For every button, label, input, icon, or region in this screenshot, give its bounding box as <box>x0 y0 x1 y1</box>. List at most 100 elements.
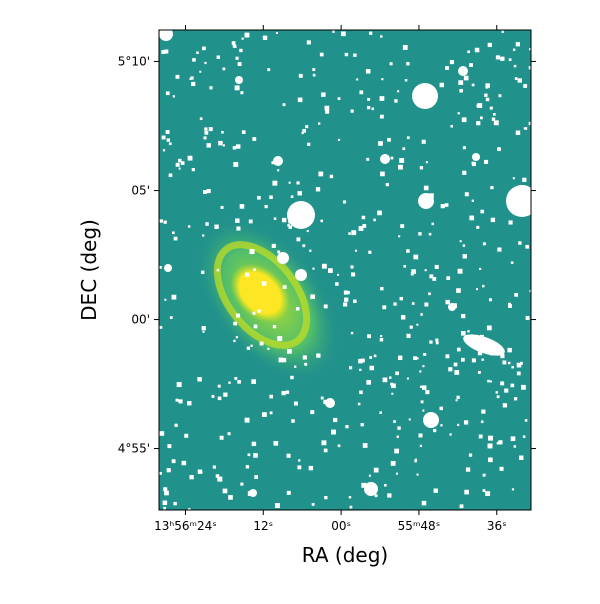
masked-star <box>235 218 240 223</box>
masked-star <box>433 428 437 433</box>
masked-star <box>214 224 219 229</box>
masked-star <box>201 326 206 331</box>
masked-star <box>201 270 205 274</box>
masked-star <box>419 370 422 373</box>
masked-star <box>159 431 165 436</box>
masked-star <box>467 330 470 333</box>
masked-star <box>510 436 516 442</box>
masked-star <box>203 190 207 194</box>
masked-star <box>416 473 419 476</box>
masked-star <box>267 68 271 72</box>
masked-star <box>498 440 503 445</box>
masked-star <box>400 224 405 229</box>
masked-star <box>484 159 489 164</box>
masked-star <box>356 78 359 81</box>
masked-star <box>342 200 347 204</box>
masked-star <box>337 273 340 276</box>
masked-star <box>399 158 405 163</box>
masked-star <box>297 190 302 196</box>
masked-star <box>204 127 208 131</box>
masked-star <box>368 250 372 254</box>
masked-star <box>169 316 173 319</box>
masked-star <box>221 130 224 134</box>
masked-star <box>394 99 398 103</box>
masked-star <box>163 220 167 224</box>
masked-star <box>490 185 494 190</box>
masked-star <box>353 53 357 57</box>
masked-star <box>397 355 403 361</box>
masked-star <box>379 411 382 414</box>
masked-star <box>416 323 419 326</box>
masked-star <box>449 433 452 436</box>
masked-star <box>310 410 315 415</box>
masked-star <box>321 263 327 269</box>
masked-star <box>425 161 428 164</box>
masked-star <box>414 459 417 463</box>
masked-star <box>423 352 427 356</box>
masked-star <box>389 376 392 379</box>
masked-star <box>420 313 423 316</box>
masked-star <box>323 448 328 453</box>
masked-star <box>219 435 224 440</box>
masked-star <box>297 465 302 470</box>
masked-star <box>298 209 301 212</box>
masked-star <box>389 62 393 66</box>
masked-star <box>457 268 463 274</box>
masked-star <box>345 425 349 429</box>
masked-star <box>422 365 425 368</box>
masked-star <box>393 420 396 423</box>
masked-star <box>161 135 166 140</box>
masked-star <box>380 171 385 177</box>
masked-star <box>515 130 521 135</box>
masked-star <box>199 70 202 73</box>
masked-star <box>180 161 185 165</box>
masked-star <box>337 138 341 142</box>
masked-star <box>346 290 350 295</box>
masked-star <box>228 495 233 500</box>
masked-star <box>351 272 356 277</box>
masked-star <box>234 377 238 380</box>
y-axis-label: DEC (deg) <box>77 219 101 321</box>
masked-star <box>479 267 482 271</box>
masked-star <box>482 473 486 477</box>
masked-star <box>400 315 406 320</box>
masked-star <box>337 97 341 101</box>
masked-star <box>445 354 450 359</box>
masked-star <box>222 488 228 494</box>
masked-star <box>312 73 316 77</box>
masked-star <box>398 235 401 238</box>
masked-star <box>259 341 264 346</box>
masked-star <box>302 244 306 248</box>
masked-star <box>319 52 324 57</box>
masked-star <box>164 49 169 54</box>
masked-star <box>184 433 189 438</box>
x-axis-label: RA (deg) <box>302 543 388 567</box>
masked-star <box>335 282 339 286</box>
masked-star <box>232 146 237 150</box>
masked-star <box>488 435 493 441</box>
masked-star <box>199 117 203 121</box>
masked-star <box>251 441 257 447</box>
masked-star <box>522 177 527 182</box>
masked-star <box>421 139 426 144</box>
masked-star <box>273 440 279 446</box>
masked-star <box>310 294 315 300</box>
masked-star <box>366 380 371 385</box>
masked-star <box>428 292 431 296</box>
masked-star <box>257 195 261 200</box>
masked-star <box>216 268 220 272</box>
masked-star <box>378 141 383 146</box>
masked-star <box>305 125 309 129</box>
masked-star <box>525 316 530 320</box>
masked-star <box>217 396 222 401</box>
masked-star <box>521 384 526 390</box>
masked-star <box>272 325 277 329</box>
masked-star <box>468 453 473 457</box>
masked-star <box>361 215 366 220</box>
masked-star <box>209 86 213 90</box>
masked-star <box>296 237 301 242</box>
masked-star <box>249 249 255 255</box>
masked-star <box>187 225 191 228</box>
masked-star <box>469 215 475 221</box>
masked-star <box>406 249 410 253</box>
